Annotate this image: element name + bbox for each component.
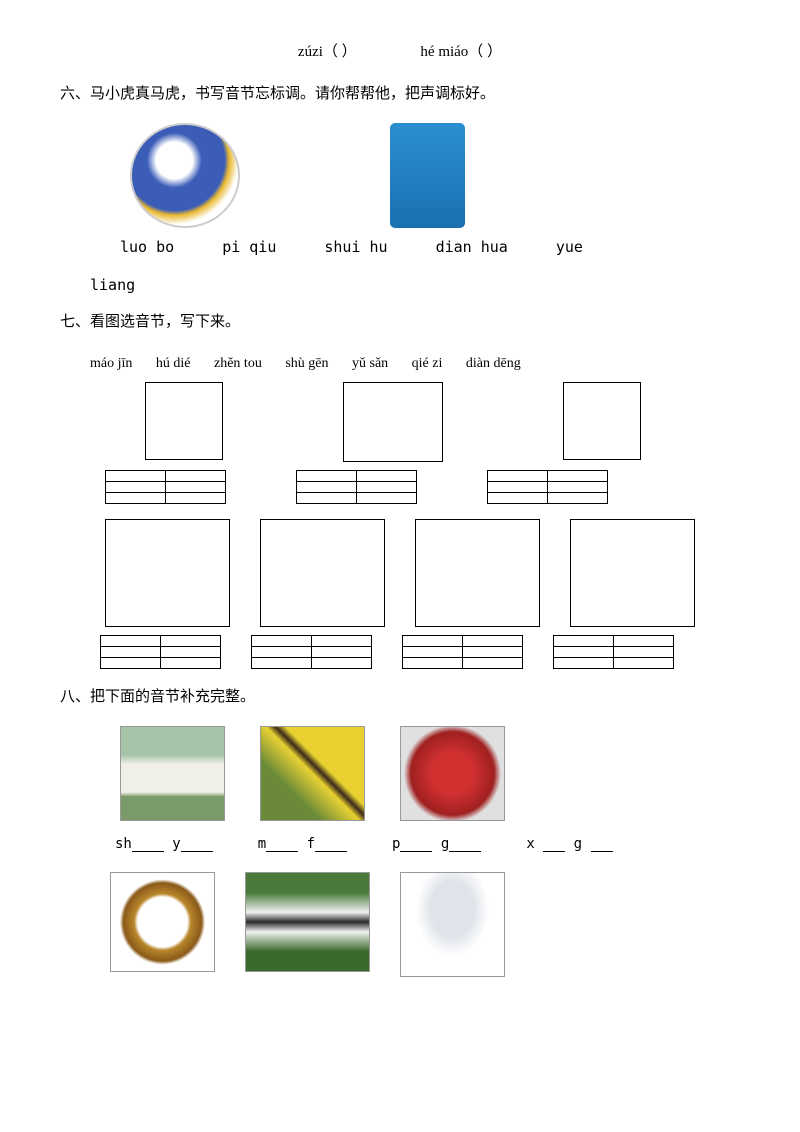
panda-image [245,872,370,972]
word-hudie: hú dié [156,356,191,371]
pinyin-grid[interactable] [251,635,372,669]
top-right-pinyin: hé miáo（ ） [420,44,502,60]
pinyin-grid[interactable] [296,470,417,504]
section8-images-row1 [120,726,740,821]
blank-group-4[interactable]: x g [526,836,612,852]
answer-box-big[interactable] [570,519,695,627]
answer-box-small[interactable] [343,382,443,462]
ring-image [110,872,215,972]
blank-group-2[interactable]: m f [258,836,347,852]
section6-title: 六、马小虎真马虎，书写音节忘标调。请你帮帮他，把声调标好。 [60,81,740,108]
goat-image [120,726,225,821]
blank-group-1[interactable]: sh y [115,836,213,852]
answer-box-big[interactable] [415,519,540,627]
volleyball-image [130,123,240,228]
pinyin-grid[interactable] [553,635,674,669]
section8-images-row2 [110,872,740,977]
section8-title: 八、把下面的音节补充完整。 [60,684,740,711]
label-piqiu: pi qiu [222,238,276,256]
pinyin-grid[interactable] [100,635,221,669]
answer-box-big[interactable] [260,519,385,627]
word-zhentou: zhěn tou [214,356,262,371]
fan-image [400,872,505,977]
label-shuihu: shui hu [324,238,387,256]
section7-grids-row1 [105,470,740,504]
top-pinyin-line: zúzi（ ） hé miáo（ ） [60,40,740,61]
word-maojin: máo jīn [90,356,132,371]
telephone-image [390,123,465,228]
section6-images-row [130,123,740,228]
section7-word-bank: máo jīn hú dié zhěn tou shù gēn yǔ sǎn q… [90,356,740,372]
word-yusan: yǔ sǎn [352,356,388,371]
word-shugen: shù gēn [285,356,328,371]
top-left-pinyin: zúzi（ ） [298,44,357,60]
section6-labels-row: luo bo pi qiu shui hu dian hua yue [120,238,740,256]
section7-small-boxes-row [145,382,740,462]
word-qiezi: qié zi [412,356,443,371]
word-diandeng: diàn dēng [466,356,521,371]
section7-big-boxes-row [105,519,740,627]
answer-box-big[interactable] [105,519,230,627]
apple-image [400,726,505,821]
liang-continuation: liang [90,276,740,294]
pinyin-grid[interactable] [402,635,523,669]
bee-image [260,726,365,821]
section8-blanks-row: sh y m f p g x g [115,836,740,852]
section7-title: 七、看图选音节，写下来。 [60,309,740,336]
blank-group-3[interactable]: p g [392,836,481,852]
pinyin-grid[interactable] [487,470,608,504]
label-dianhua: dian hua [436,238,508,256]
answer-box-small[interactable] [563,382,641,460]
answer-box-small[interactable] [145,382,223,460]
pinyin-grid[interactable] [105,470,226,504]
label-yue: yue [556,238,583,256]
section7-grids-row2 [100,635,740,669]
label-luobo: luo bo [120,238,174,256]
